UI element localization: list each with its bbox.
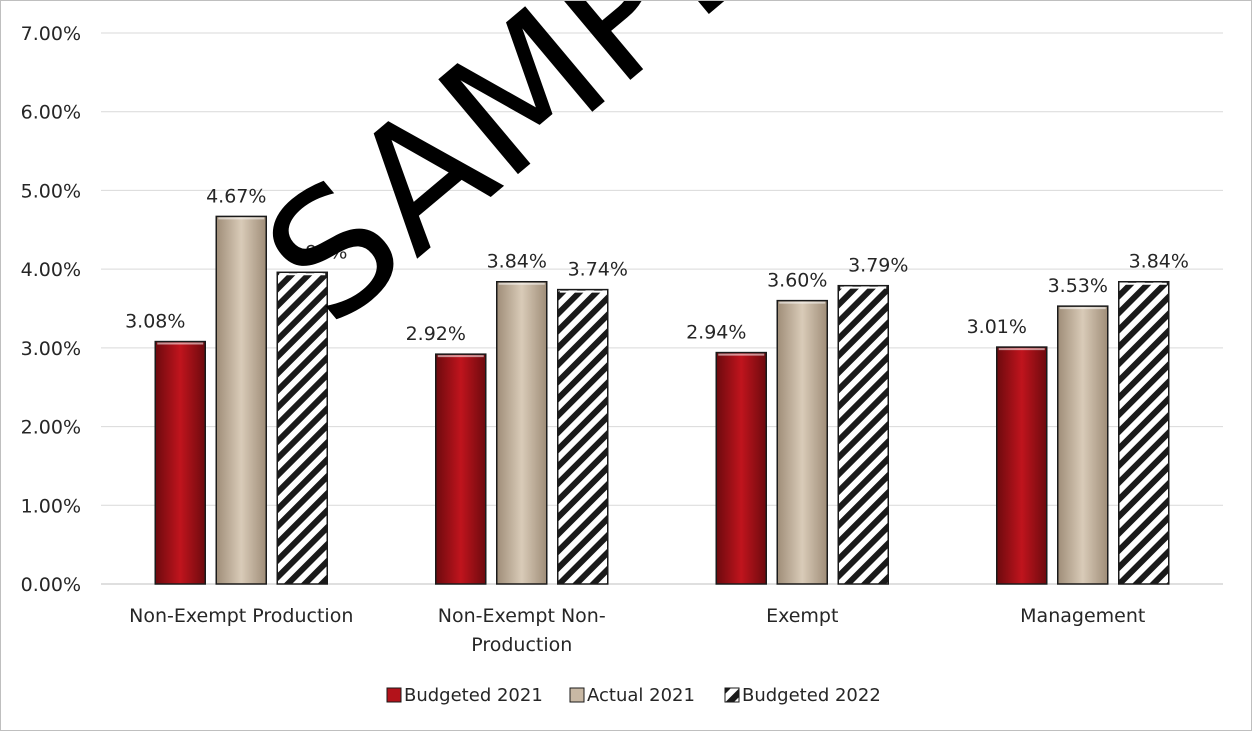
category-label: Management (1020, 605, 1145, 627)
category-label: Non-Exempt Production (129, 605, 353, 627)
y-tick-label: 0.00% (21, 574, 81, 596)
category-label: Non-Exempt Non- (438, 605, 606, 627)
bar-budgeted-2022 (276, 271, 328, 585)
data-label: 3.53% (1048, 275, 1108, 297)
y-tick-label: 5.00% (21, 180, 81, 202)
legend-swatch (724, 687, 740, 703)
bar-actual-2021 (1057, 305, 1109, 585)
data-label: 3.60% (767, 270, 827, 292)
bar-actual-2021 (496, 280, 548, 585)
data-label: 2.92% (406, 323, 466, 345)
data-label: 4.67% (206, 185, 266, 207)
category-label: Exempt (766, 605, 838, 627)
category-label: Production (471, 634, 572, 656)
bar-budgeted-2021 (996, 346, 1048, 585)
bar-actual-2021 (215, 215, 267, 585)
bar-budgeted-2022 (837, 284, 889, 585)
bar-budgeted-2021 (154, 340, 206, 585)
bars (154, 215, 1170, 585)
gridlines (101, 32, 1223, 585)
data-label: 3.96% (287, 241, 347, 263)
y-tick-label: 6.00% (21, 102, 81, 124)
data-label: 3.08% (125, 311, 185, 333)
data-label: 3.74% (568, 259, 628, 281)
data-label: 3.84% (487, 251, 547, 273)
legend-swatch (386, 687, 402, 703)
bar-budgeted-2022 (557, 288, 609, 585)
bar-actual-2021 (776, 299, 828, 585)
y-tick-label: 1.00% (21, 495, 81, 517)
data-labels: 3.08% 4.67% 3.96% 2.92% 3.84% 3.74% 2.94% 3.60%… (125, 185, 1189, 345)
y-axis-tick-labels: 0.00% 1.00% 2.00% 3.00% 4.00% 5.00% 6.00% 7.00% (21, 23, 81, 596)
y-tick-label: 2.00% (21, 417, 81, 439)
legend-label: Actual 2021 (587, 685, 695, 706)
legend: Budgeted 2021 Actual 2021 Budgeted 2022 (386, 685, 881, 706)
legend-label: Budgeted 2021 (404, 685, 543, 706)
category-labels: Non-Exempt Production Non-Exempt Non- Prod… (129, 605, 1145, 656)
y-tick-label: 4.00% (21, 259, 81, 281)
bar-budgeted-2021 (715, 351, 767, 585)
bar-budgeted-2022 (1118, 280, 1170, 585)
legend-swatch (569, 687, 585, 703)
data-label: 3.84% (1129, 251, 1189, 273)
y-tick-label: 3.00% (21, 338, 81, 360)
bar-budgeted-2021 (435, 353, 487, 585)
data-label: 3.01% (967, 316, 1027, 338)
data-label: 3.79% (848, 255, 908, 277)
legend-label: Budgeted 2022 (742, 685, 881, 706)
y-tick-label: 7.00% (21, 23, 81, 45)
data-label: 2.94% (686, 322, 746, 344)
